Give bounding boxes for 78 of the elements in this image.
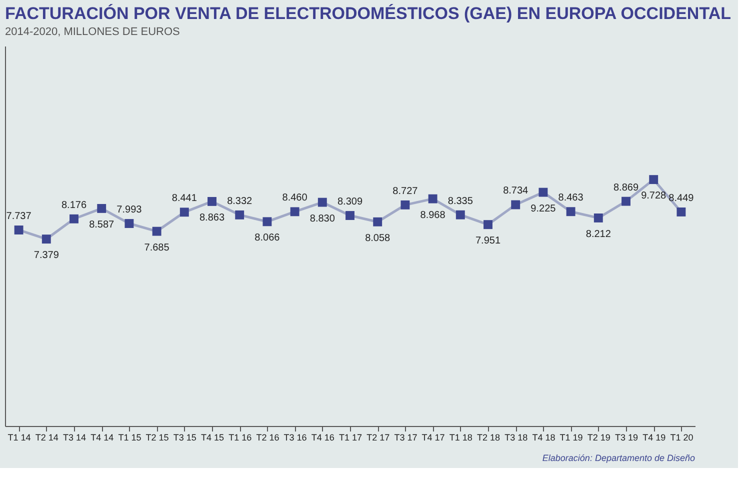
point bbox=[538, 188, 548, 197]
point bbox=[511, 200, 520, 210]
data-label: 9.225 bbox=[530, 203, 556, 214]
x-tick-label: T2 17 bbox=[366, 432, 390, 442]
data-label: 8.066 bbox=[254, 232, 280, 244]
point bbox=[622, 196, 630, 206]
point bbox=[456, 210, 465, 220]
x-tick-label: T4 14 bbox=[90, 432, 114, 442]
x-tick-label: T4 16 bbox=[311, 432, 334, 442]
data-label: 8.335 bbox=[448, 196, 474, 207]
x-tick-label: T1 20 bbox=[670, 432, 694, 442]
data-label: 8.441 bbox=[172, 193, 198, 204]
x-tick-label: T2 16 bbox=[256, 432, 280, 442]
point bbox=[290, 207, 300, 216]
x-tick-label: T2 15 bbox=[146, 432, 169, 442]
data-label: 7.379 bbox=[34, 250, 60, 262]
data-label: 8.309 bbox=[337, 196, 363, 208]
point bbox=[676, 207, 686, 216]
x-tick-label: T3 17 bbox=[394, 432, 418, 442]
point bbox=[180, 208, 189, 217]
data-label: 8.463 bbox=[558, 192, 584, 204]
data-label: 8.058 bbox=[365, 232, 391, 244]
x-tick-label: T4 19 bbox=[642, 432, 666, 442]
data-label: 8.212 bbox=[586, 228, 612, 240]
x-tick-label: T2 18 bbox=[476, 432, 500, 442]
data-label: 8.869 bbox=[613, 182, 639, 194]
point bbox=[235, 210, 244, 220]
data-label: 9.728 bbox=[641, 190, 667, 202]
data-label: 8.863 bbox=[199, 212, 225, 224]
point bbox=[208, 197, 216, 206]
x-tick-label: T1 16 bbox=[228, 432, 252, 442]
x-tick-label: T1 15 bbox=[118, 432, 142, 442]
x-tick-label: T3 15 bbox=[173, 432, 196, 442]
x-tick-label: T4 17 bbox=[422, 432, 445, 442]
data-label: 7.951 bbox=[475, 236, 501, 247]
point bbox=[70, 214, 78, 224]
data-label: 8.176 bbox=[61, 200, 87, 211]
point bbox=[400, 200, 410, 210]
point bbox=[318, 198, 327, 207]
data-label: 8.332 bbox=[227, 196, 253, 207]
x-tick-label: T1 19 bbox=[560, 432, 583, 442]
point bbox=[42, 234, 51, 244]
point bbox=[373, 217, 382, 226]
text: Elaboración: Departamento de Diseño bbox=[542, 453, 695, 463]
x-tick-label: T3 19 bbox=[614, 432, 638, 442]
data-label: 7.737 bbox=[6, 210, 32, 222]
point bbox=[97, 204, 106, 213]
x-tick-label: T3 18 bbox=[504, 432, 528, 442]
data-label: 8.830 bbox=[310, 213, 336, 224]
data-label: 8.449 bbox=[668, 192, 694, 204]
x-tick-label: T2 14 bbox=[35, 432, 58, 442]
point bbox=[346, 211, 354, 220]
x-tick-label: T1 18 bbox=[449, 432, 472, 442]
point bbox=[14, 226, 24, 234]
chart-title: FACTURACIÓN POR VENTA DE ELECTRODOMÉSTICOS (GAE) EN EUROPA OCCIDENTAL bbox=[5, 3, 731, 23]
data-label: 8.460 bbox=[282, 192, 308, 204]
x-tick-label: T2 19 bbox=[587, 432, 610, 442]
point bbox=[262, 217, 272, 226]
x-tick-label: T3 16 bbox=[284, 432, 307, 442]
data-label: 8.587 bbox=[89, 219, 115, 230]
point bbox=[152, 226, 162, 236]
data-label: 7.685 bbox=[144, 242, 170, 254]
x-tick-label: T4 15 bbox=[200, 432, 224, 442]
data-label: 8.968 bbox=[420, 210, 446, 221]
point bbox=[566, 207, 576, 216]
x-tick-label: T3 14 bbox=[62, 432, 86, 442]
point bbox=[124, 219, 134, 228]
data-label: 8.734 bbox=[503, 186, 529, 197]
x-tick-label: T1 17 bbox=[338, 432, 362, 442]
point bbox=[649, 175, 658, 184]
data-label: 7.993 bbox=[116, 204, 142, 216]
x-tick-label: T4 18 bbox=[532, 432, 556, 442]
point bbox=[594, 213, 603, 222]
data-label: 8.727 bbox=[392, 186, 418, 197]
point bbox=[428, 194, 438, 204]
point bbox=[484, 220, 492, 230]
x-tick-label: T1 14 bbox=[8, 432, 31, 442]
chart-subtitle: 2014-2020, MILLONES DE EUROS bbox=[5, 26, 180, 38]
